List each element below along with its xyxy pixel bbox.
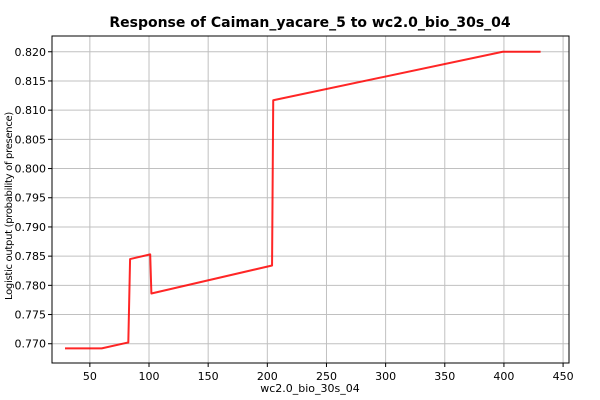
plot-frame xyxy=(51,35,570,364)
y-tick-label: 0.795 xyxy=(15,192,47,205)
series xyxy=(65,50,541,350)
x-tick-label: 300 xyxy=(375,370,396,383)
x-tick-label: 350 xyxy=(434,370,455,383)
y-tick-label: 0.785 xyxy=(15,250,47,263)
y-tick-label: 0.820 xyxy=(15,46,47,59)
y-axis-label: Logistic output (probability of presence… xyxy=(4,112,15,300)
x-tick-label: 400 xyxy=(493,370,514,383)
x-tick-label: 450 xyxy=(553,370,574,383)
x-tick-label: 100 xyxy=(139,370,160,383)
y-tick-label: 0.775 xyxy=(15,309,47,322)
y-tick-label: 0.805 xyxy=(15,133,47,146)
y-axis: 0.770 0.775 0.780 0.785 0.790 0.795 0.800 0.805… xyxy=(15,46,52,351)
chart-title: Response of Caiman_yacare_5 to wc2.0_bio… xyxy=(109,15,511,31)
x-tick-label: 150 xyxy=(198,370,219,383)
series-line xyxy=(65,50,541,350)
y-tick-label: 0.800 xyxy=(15,163,47,176)
x-tick-label: 200 xyxy=(257,370,278,383)
x-axis-label: wc2.0_bio_30s_04 xyxy=(260,382,360,395)
x-tick-label: 50 xyxy=(83,370,97,383)
y-tick-label: 0.770 xyxy=(15,338,47,351)
x-axis: 50 100 150 200 250 300 350 400 450 xyxy=(83,363,574,383)
y-tick-label: 0.815 xyxy=(15,75,47,88)
y-tick-label: 0.790 xyxy=(15,221,47,234)
grid xyxy=(52,36,569,363)
y-tick-label: 0.810 xyxy=(15,104,47,117)
y-tick-label: 0.780 xyxy=(15,279,47,292)
x-tick-label: 250 xyxy=(316,370,337,383)
